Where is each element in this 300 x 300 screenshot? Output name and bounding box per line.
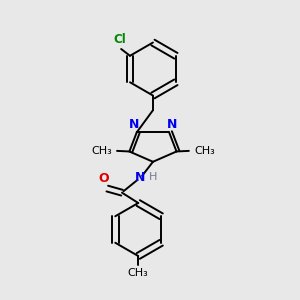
Text: CH₃: CH₃ bbox=[128, 268, 148, 278]
Text: N: N bbox=[167, 118, 177, 130]
Text: CH₃: CH₃ bbox=[194, 146, 215, 156]
Text: Cl: Cl bbox=[113, 33, 126, 46]
Text: N: N bbox=[129, 118, 139, 130]
Text: H: H bbox=[148, 172, 157, 182]
Text: O: O bbox=[98, 172, 109, 185]
Text: CH₃: CH₃ bbox=[91, 146, 112, 156]
Text: N: N bbox=[134, 172, 145, 184]
